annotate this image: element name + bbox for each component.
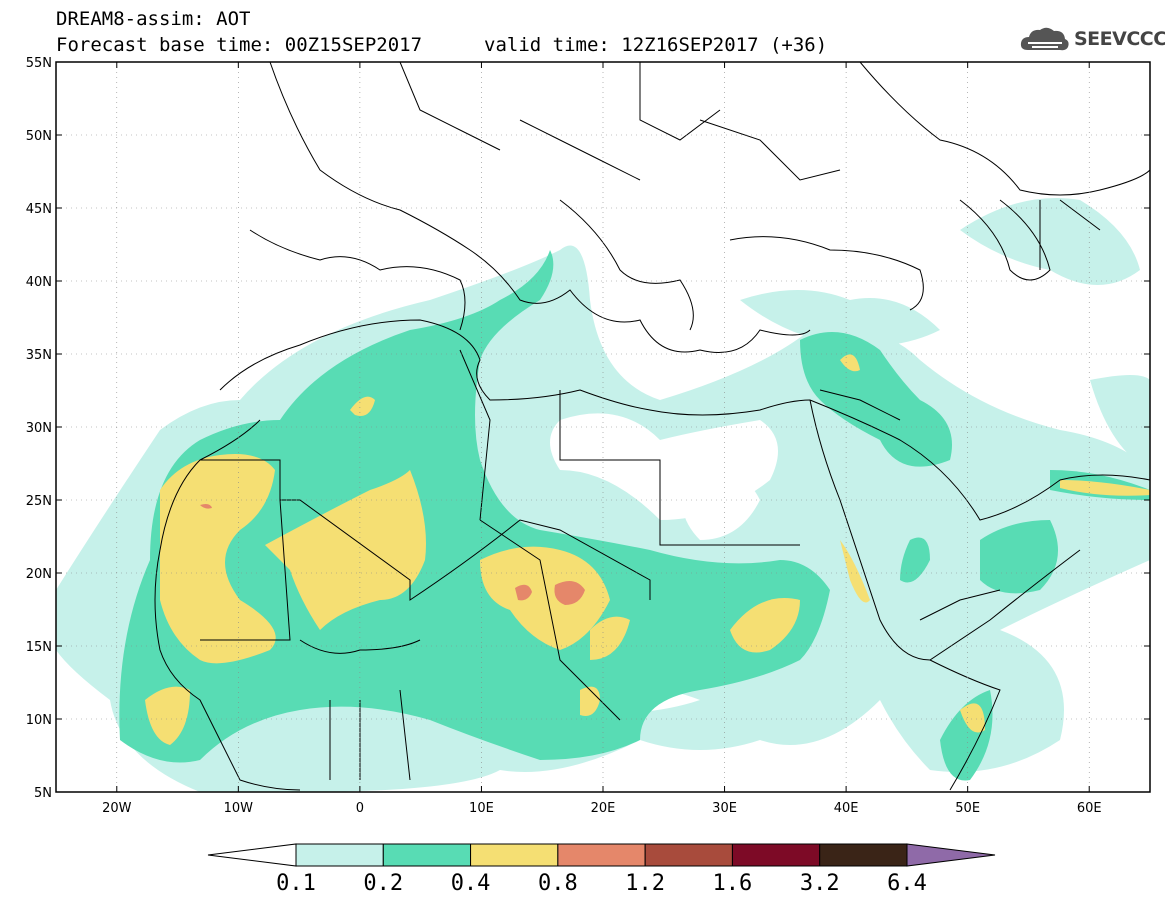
colorbar-swatch (731, 843, 821, 867)
y-tick-label: 35N (26, 348, 52, 363)
colorbar-label: 3.2 (800, 871, 840, 896)
aot-band-below-0.1 (550, 413, 778, 714)
colorbar: 0.1 0.2 0.4 0.8 1.2 1.6 3.2 6.4 (207, 843, 996, 896)
colorbar-swatch (382, 843, 472, 867)
aot-shading (56, 198, 1150, 792)
seevccc-logo: SEEVCCC (1018, 22, 1165, 56)
colorbar-swatch (295, 843, 384, 867)
x-tick-label: 10W (224, 801, 254, 816)
coastlines (154, 62, 1150, 791)
colorbar-swatch (644, 843, 733, 867)
colorbar-swatch (470, 843, 559, 867)
y-tick-label: 10N (26, 713, 52, 728)
colorbar-label: 0.2 (363, 871, 403, 896)
x-tick-label: 20W (102, 801, 132, 816)
country-borders (200, 62, 1101, 781)
colorbar-label: 0.4 (451, 871, 491, 896)
x-tick-label: 30E (712, 801, 737, 816)
colorbar-label: 0.8 (538, 871, 578, 896)
aot-band-0.4-0.8 (145, 354, 1150, 745)
y-tick-label: 55N (26, 56, 52, 71)
aot-band-0.8-1.2 (200, 504, 585, 605)
colorbar-label: 0.1 (276, 871, 316, 896)
x-tick-label: 10E (469, 801, 494, 816)
colorbar-swatch (557, 843, 646, 867)
y-tick-label: 25N (26, 494, 52, 509)
grid-lines (56, 61, 1150, 793)
y-tick-label: 30N (26, 421, 52, 436)
y-tick-label: 15N (26, 640, 52, 655)
y-tick-label: 20N (26, 567, 52, 582)
colorbar-upper-extension (906, 843, 996, 867)
valid-time: valid time: 12Z16SEP2017 (+36) (484, 34, 828, 56)
logo-text: SEEVCCC (1074, 28, 1165, 50)
y-tick-label: 45N (26, 202, 52, 217)
x-tick-label: 20E (591, 801, 616, 816)
x-tick-label: 50E (955, 801, 980, 816)
colorbar-lower-extension (207, 843, 297, 867)
y-tick-label: 50N (26, 129, 52, 144)
x-axis: 20W 10W 0 10E 20E 30E 40E 50E 60E (102, 62, 1102, 816)
forecast-base-time: Forecast base time: 00Z15SEP2017 (56, 34, 423, 56)
colorbar-label: 6.4 (887, 871, 927, 896)
colorbar-label: 1.6 (713, 871, 753, 896)
y-tick-label: 5N (34, 786, 52, 801)
x-tick-label: 0 (356, 801, 364, 816)
colorbar-swatch (819, 843, 908, 867)
x-tick-label: 40E (834, 801, 859, 816)
map-title: DREAM8-assim: AOT (56, 8, 251, 30)
cloud-icon (1020, 27, 1069, 51)
x-tick-label: 60E (1077, 801, 1102, 816)
y-tick-label: 40N (26, 275, 52, 290)
colorbar-label: 1.2 (625, 871, 665, 896)
y-axis: 55N 50N 45N 40N 35N 30N 25N 20N 15N 10N 5N (26, 56, 1150, 801)
